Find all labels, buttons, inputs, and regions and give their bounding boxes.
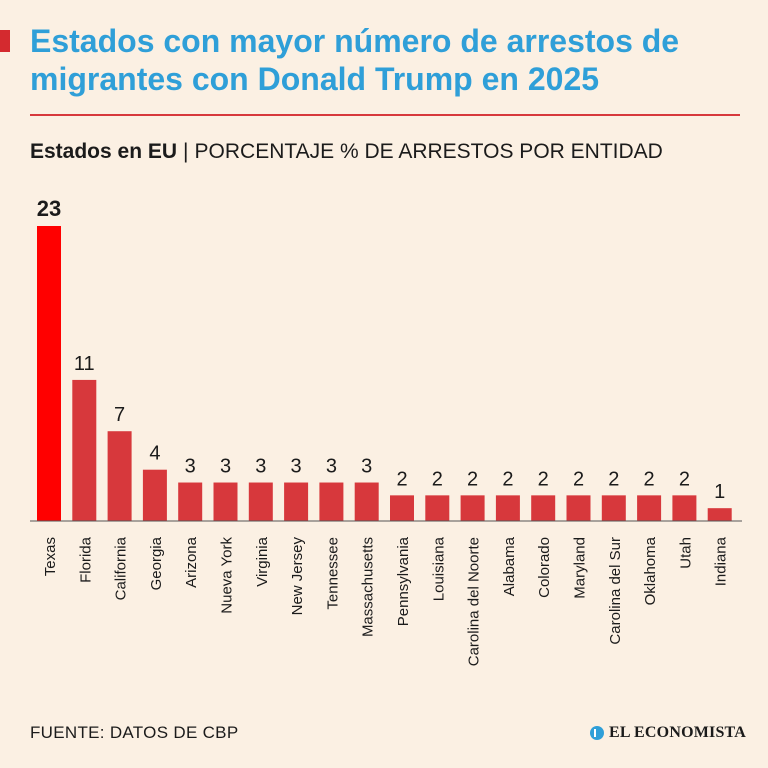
data-label: 2 — [608, 468, 619, 490]
bar-carolina-del-noorte — [460, 495, 485, 521]
category-label: Virginia — [254, 536, 271, 586]
category-label: Georgia — [148, 536, 165, 590]
category-label: Nueva York — [219, 537, 236, 614]
title-divider — [30, 114, 740, 116]
bar-oklahoma — [637, 495, 662, 521]
bar-utah — [672, 495, 697, 521]
subtitle-separator: | — [183, 140, 189, 163]
publisher-logo: EL ECONOMISTA — [590, 724, 746, 742]
source-note: FUENTE: DATOS DE CBP — [30, 723, 239, 742]
data-label: 2 — [679, 468, 690, 490]
data-label: 2 — [502, 468, 513, 490]
category-label: Massachusetts — [360, 537, 377, 637]
bar-indiana — [707, 508, 732, 521]
bar-california — [107, 431, 132, 521]
category-label: Indiana — [713, 536, 730, 586]
chart-subtitle: Estados en EU | PORCENTAJE % DE ARRESTOS P… — [30, 140, 663, 164]
data-label: 2 — [396, 468, 407, 490]
title-accent-mark — [0, 30, 10, 52]
data-label: 3 — [255, 456, 266, 478]
publisher-name: EL ECONOMISTA — [609, 724, 746, 741]
chart-title: Estados con mayor número de arrestos de … — [30, 23, 680, 97]
category-label: California — [113, 536, 130, 600]
bar-alabama — [495, 495, 520, 521]
category-label: Carolina del Noorte — [466, 537, 483, 666]
subtitle-measure: PORCENTAJE % DE ARRESTOS POR ENTIDAD — [194, 140, 663, 163]
publisher-logo-icon — [590, 726, 604, 740]
bar-virginia — [248, 482, 273, 521]
data-label: 2 — [538, 468, 549, 490]
bar-arizona — [178, 482, 203, 521]
subtitle-category: Estados en EU — [30, 140, 178, 163]
bar-tennessee — [319, 482, 344, 521]
bar-carolina-del-sur — [601, 495, 626, 521]
data-label: 23 — [37, 196, 61, 221]
data-label: 2 — [573, 468, 584, 490]
bar-massachusetts — [354, 482, 379, 521]
bar-nueva-york — [213, 482, 238, 521]
category-label: Louisiana — [430, 536, 447, 601]
category-label: New Jersey — [289, 537, 306, 616]
data-label: 7 — [114, 404, 125, 426]
data-label: 3 — [220, 456, 231, 478]
data-label: 2 — [644, 468, 655, 490]
bar-maryland — [566, 495, 591, 521]
category-label: Tennessee — [324, 537, 341, 610]
bar-florida — [72, 379, 97, 521]
data-label: 3 — [361, 456, 372, 478]
category-label: Florida — [77, 536, 94, 583]
category-label: Colorado — [536, 537, 553, 598]
data-label: 1 — [714, 481, 725, 503]
data-label: 4 — [149, 443, 160, 465]
bar-louisiana — [425, 495, 450, 521]
category-label: Pennsylvania — [395, 536, 412, 626]
bar-new-jersey — [284, 482, 309, 521]
bar-pennsylvania — [390, 495, 414, 521]
data-label: 2 — [432, 468, 443, 490]
data-label: 2 — [467, 468, 478, 490]
category-label: Alabama — [501, 536, 518, 596]
category-label: Texas — [42, 537, 59, 576]
bar-chart: 23Texas11Florida7California4Georgia3Ariz… — [30, 196, 742, 666]
category-label: Utah — [677, 537, 694, 569]
category-label: Maryland — [572, 537, 589, 599]
category-label: Oklahoma — [642, 536, 659, 605]
data-label: 3 — [326, 456, 337, 478]
data-label: 3 — [291, 456, 302, 478]
bar-georgia — [142, 469, 167, 521]
category-label: Arizona — [183, 536, 200, 588]
data-label: 11 — [74, 353, 95, 375]
category-label: Carolina del Sur — [607, 537, 624, 645]
bar-colorado — [531, 495, 556, 521]
data-label: 3 — [185, 456, 196, 478]
bar-texas — [37, 226, 61, 521]
